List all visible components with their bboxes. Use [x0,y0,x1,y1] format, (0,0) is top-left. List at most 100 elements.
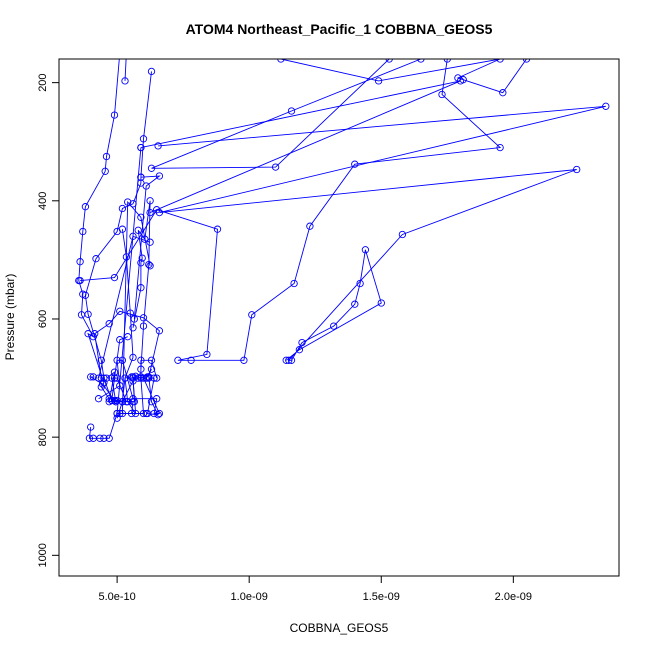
data-point [118,204,127,213]
data-point [124,198,132,206]
data-point [417,59,425,63]
x-tick-label: 2.0e-09 [495,591,532,603]
y-tick-label: 600 [37,310,49,328]
data-point [118,225,127,233]
data-point [131,409,140,418]
data-point [127,373,136,381]
data-point [203,350,211,359]
series-line [280,59,527,94]
data-point [146,262,154,270]
data-point [130,315,138,323]
data-point [81,291,90,299]
data-point [137,213,145,221]
data-point [101,167,109,175]
data-point [76,276,84,285]
data-point [443,59,451,63]
data-point [155,208,164,217]
series-line [151,59,422,169]
data-point [351,300,359,308]
data-point [248,311,256,319]
data-point [522,59,531,63]
x-axis: 5.0e-10 1.0e-09 1.5e-09 2.0e-09 [98,576,532,603]
data-point [137,373,145,381]
data-point [277,59,285,63]
data-point [137,356,145,364]
data-point [499,89,507,97]
data-point [145,374,153,382]
data-point [76,258,84,266]
data-point [94,374,103,382]
series-line [98,359,161,414]
data-point [287,107,296,115]
series-14 [143,374,158,418]
y-tick-label: 400 [37,192,49,210]
data-point [89,434,97,442]
y-axis: 200 400 600 800 1000 [37,73,59,568]
series-20 [147,59,425,172]
data-point [116,336,124,344]
data-point [147,67,156,76]
data-point [602,102,610,110]
data-point [240,356,248,364]
data-point [137,259,145,267]
data-point [285,356,293,364]
data-point [282,356,290,364]
data-point [155,172,164,180]
series-21 [130,172,164,323]
data-point [105,434,113,442]
data-point [377,299,385,307]
series-line [121,200,151,414]
series-7 [154,102,610,364]
data-point [79,227,87,236]
data-point [97,356,105,364]
data-point [130,398,138,406]
data-point [110,374,119,382]
data-point [92,255,100,263]
data-point [102,374,111,382]
data-point [139,322,148,330]
data-point [122,398,131,406]
plot-frame [58,58,620,577]
data-point [147,356,156,364]
data-point [108,396,116,405]
data-point [398,230,407,239]
y-tick-label: 800 [37,428,49,446]
data-point [298,338,306,347]
data-point [146,238,154,246]
x-tick-label: 1.5e-09 [363,591,400,603]
x-tick-label: 5.0e-10 [98,591,135,603]
data-point [116,409,124,418]
plot-area [75,59,610,442]
data-point [496,59,504,63]
data-point [81,203,90,211]
series-line [140,80,461,214]
series-line [116,147,142,414]
data-point [146,197,154,205]
series-13 [108,333,132,406]
data-point [129,232,137,240]
data-point [102,152,111,161]
x-axis-label: COBBNA_GEOS5 [290,621,389,635]
data-point [137,284,145,292]
data-point [456,77,465,85]
series-17 [118,198,154,418]
data-point [121,77,129,85]
series-line [98,235,151,379]
data-point [89,373,97,381]
data-point [330,322,338,330]
data-point [138,254,146,262]
data-point [98,380,107,388]
series-line [111,336,128,403]
data-point [385,59,393,63]
data-point [287,356,296,364]
data-point [139,409,148,418]
data-point [271,163,280,171]
data-point [187,356,195,364]
series-line [78,59,127,401]
data-point [213,225,222,233]
data-point [100,434,108,442]
data-point [306,222,314,230]
data-point [142,182,150,190]
data-point [356,279,364,288]
